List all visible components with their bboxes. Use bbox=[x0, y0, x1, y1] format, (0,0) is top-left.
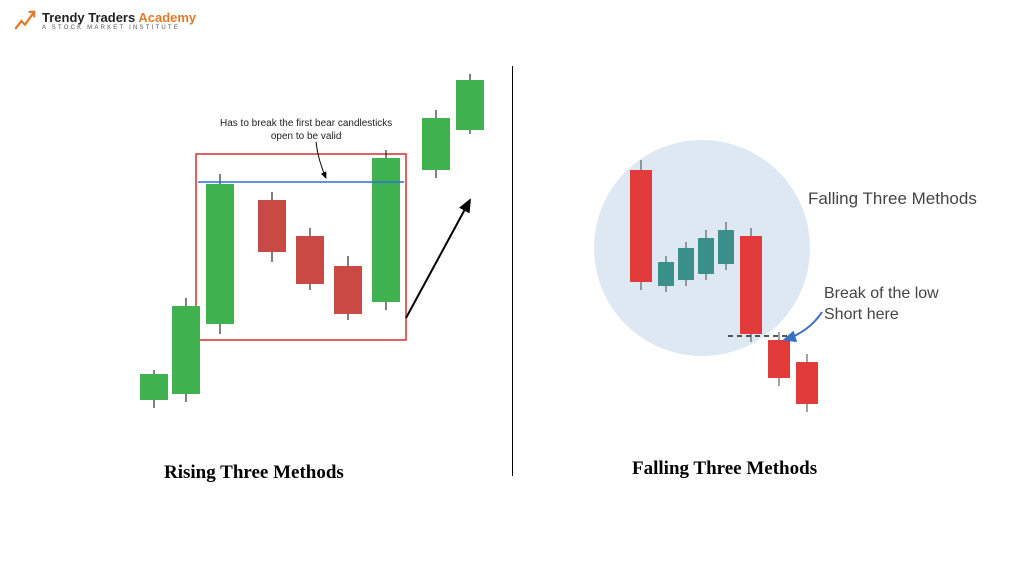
rising-annotation-line2: open to be valid bbox=[271, 131, 342, 142]
falling-label-top: Falling Three Methods bbox=[808, 188, 977, 210]
falling-three-methods-panel: Falling Three Methods Falling Three Meth… bbox=[512, 0, 1024, 576]
falling-three-methods-diagram bbox=[512, 0, 1024, 576]
rising-annotation: Has to break the first bear candlesticks… bbox=[220, 118, 392, 143]
falling-label-bottom-line2: Short here bbox=[824, 306, 899, 323]
falling-label-bottom-line1: Break of the low bbox=[824, 285, 939, 302]
rising-annotation-line1: Has to break the first bear candlesticks bbox=[220, 118, 392, 129]
rising-three-methods-panel: Rising Three Methods Has to break the fi… bbox=[0, 0, 512, 576]
rising-three-methods-diagram bbox=[0, 0, 512, 576]
falling-caption: Falling Three Methods bbox=[632, 458, 817, 480]
rising-caption: Rising Three Methods bbox=[164, 462, 344, 484]
falling-label-bottom: Break of the low Short here bbox=[824, 284, 939, 326]
